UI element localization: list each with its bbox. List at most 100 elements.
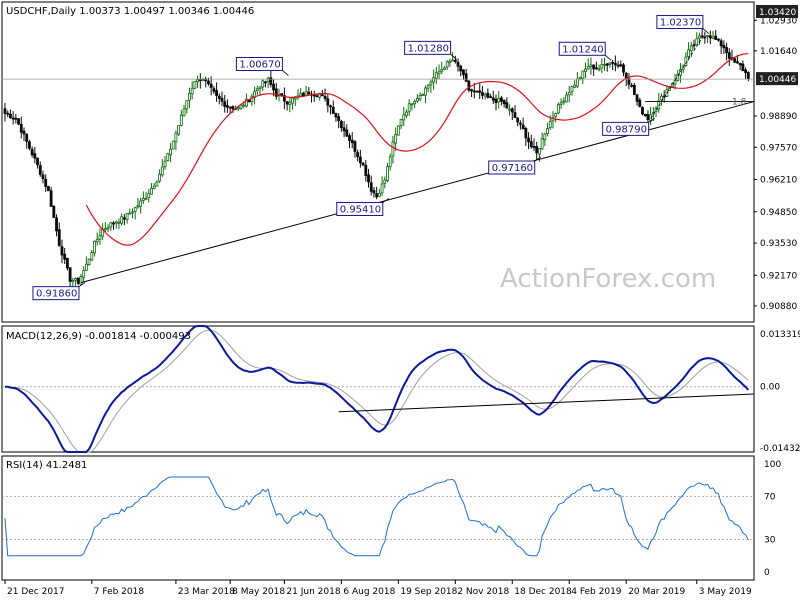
candle-body	[14, 117, 18, 120]
candle-body	[727, 52, 731, 59]
candle-body	[698, 35, 701, 39]
candle-body	[421, 94, 425, 96]
candle-body	[285, 101, 289, 105]
candle-body	[65, 257, 69, 269]
candle	[632, 82, 636, 96]
candle-body	[741, 63, 745, 72]
candle	[486, 88, 490, 99]
x-tick-label: 8 May 2018	[232, 587, 285, 597]
candle-body	[451, 59, 455, 62]
candle-body	[505, 102, 509, 109]
candle	[38, 161, 42, 177]
candle	[47, 185, 50, 192]
candle-body	[36, 157, 39, 166]
candle-body	[283, 95, 286, 102]
candle	[188, 87, 191, 109]
candle	[687, 42, 691, 61]
candle-body	[391, 141, 395, 157]
candle-body	[358, 156, 362, 164]
x-tick-label: 4 Feb 2019	[571, 587, 622, 597]
x-tick-label: 21 Jun 2018	[286, 587, 340, 597]
candle-body	[171, 140, 175, 150]
candle-body	[350, 139, 354, 144]
candle	[87, 258, 91, 266]
candle-body	[565, 94, 568, 103]
candle	[413, 99, 417, 109]
candle-body	[402, 114, 406, 121]
candle-body	[510, 108, 514, 113]
candle	[494, 94, 498, 111]
candle-body	[575, 78, 579, 87]
candle-body	[594, 67, 598, 70]
candle-body	[231, 106, 235, 110]
candle-body	[33, 153, 37, 159]
candle-body	[445, 61, 449, 68]
candle-body	[261, 80, 265, 88]
candle-body	[38, 165, 42, 175]
candle-body	[71, 280, 75, 283]
candle	[141, 191, 145, 204]
candle-body	[323, 95, 327, 99]
candle	[106, 224, 110, 233]
candle	[128, 208, 132, 215]
x-tick-label: 7 Feb 2018	[94, 587, 145, 597]
candle-body	[386, 166, 389, 182]
candle	[570, 85, 574, 96]
candle-body	[353, 141, 357, 152]
candle-body	[201, 79, 205, 82]
swing-label-box	[558, 41, 606, 56]
candle	[546, 122, 549, 137]
candle-body	[578, 77, 582, 80]
candle-body	[288, 101, 292, 105]
candle-body	[562, 100, 566, 103]
candle	[326, 93, 330, 113]
candle	[641, 106, 644, 116]
candle	[36, 157, 39, 169]
candle-body	[443, 67, 446, 70]
candle	[41, 170, 45, 184]
candle-body	[437, 71, 441, 75]
candle	[44, 174, 48, 192]
candle-body	[695, 38, 699, 46]
candle-body	[744, 69, 747, 74]
macd-trendline	[338, 393, 755, 413]
candle-body	[196, 79, 200, 83]
candle	[410, 103, 414, 111]
candle-body	[190, 88, 194, 95]
candle	[163, 155, 167, 170]
candle	[139, 197, 143, 214]
candle	[491, 90, 495, 105]
candle-body	[529, 141, 533, 148]
candle-body	[486, 92, 490, 98]
candle	[339, 119, 343, 132]
candle	[304, 85, 308, 96]
macd-tick-label: 0.013319	[760, 330, 800, 340]
candle	[342, 121, 346, 138]
macd-tick-label: -0.014323	[760, 444, 800, 454]
x-tick-label: 21 Dec 2017	[7, 587, 65, 597]
candle	[307, 87, 311, 95]
swing-label-pointer	[450, 54, 457, 60]
candle-body	[198, 79, 202, 82]
candle-body	[519, 122, 522, 125]
candle-body	[163, 160, 167, 167]
swing-label-box	[656, 15, 704, 30]
candle	[535, 141, 539, 160]
macd-panel-title: MACD(12,26,9) -0.001814 -0.000493	[6, 331, 191, 342]
price-tick-label: 0.96210	[760, 176, 797, 186]
candle-body	[380, 183, 384, 194]
candle	[152, 182, 156, 190]
candle	[93, 240, 96, 257]
candle-body	[489, 96, 492, 99]
candle-body	[494, 98, 498, 103]
candle	[215, 82, 218, 102]
price-tick-label: 1.01640	[760, 47, 797, 57]
candle	[540, 132, 544, 150]
candle	[19, 116, 23, 139]
x-tick-label: 2 Nov 2018	[457, 587, 509, 597]
candle	[79, 273, 83, 285]
candle	[65, 257, 69, 271]
candle-body	[169, 148, 172, 156]
rsi-tick-label: 0	[764, 568, 770, 578]
candle-body	[367, 174, 370, 183]
